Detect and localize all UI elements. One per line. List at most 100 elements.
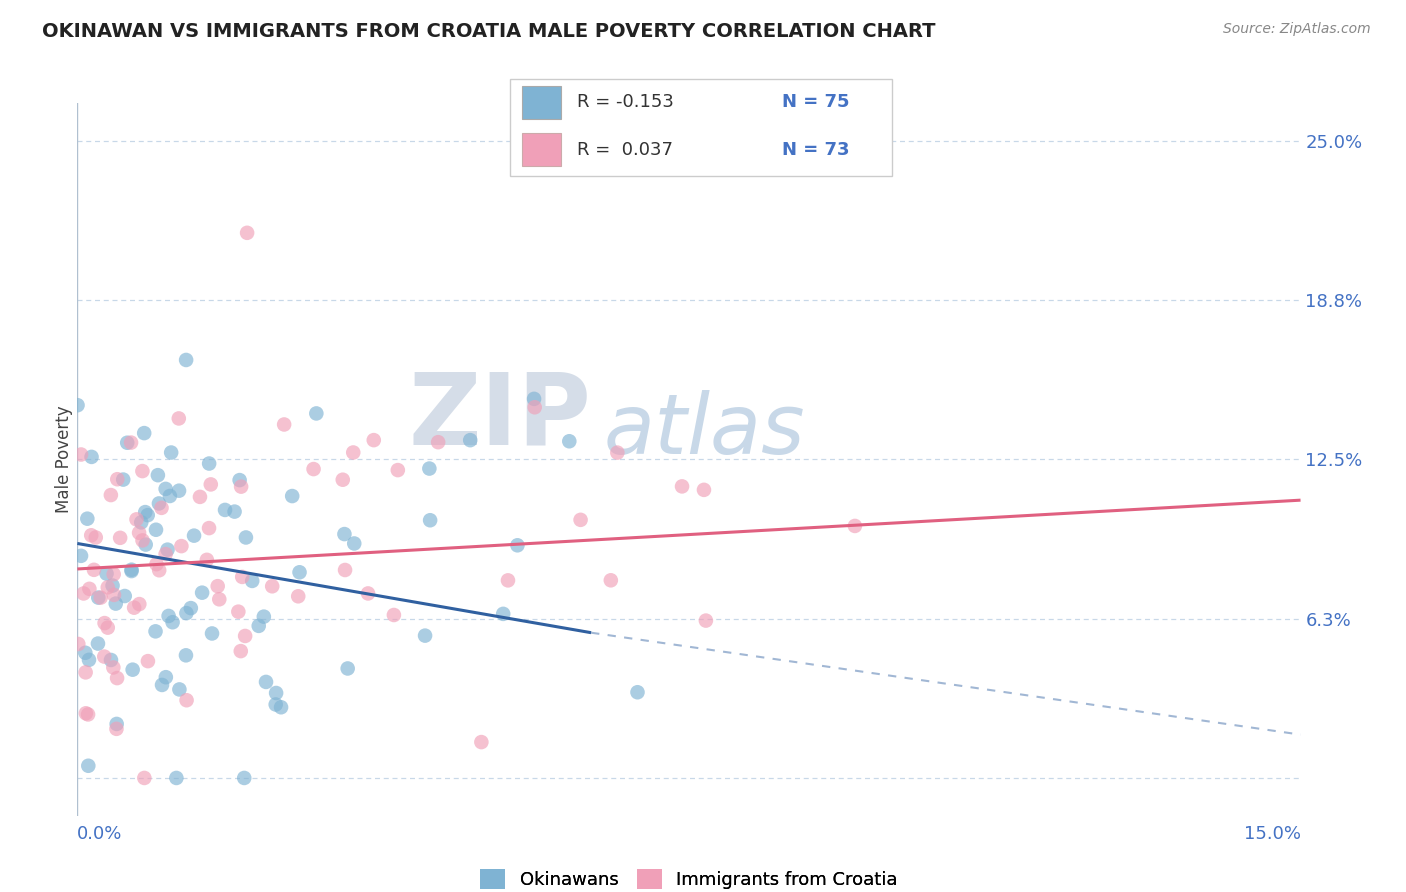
- Point: [228, 605, 250, 619]
- Point: [170, 539, 193, 553]
- Point: [128, 597, 150, 611]
- Point: [160, 445, 183, 459]
- Point: [96, 566, 118, 581]
- Point: [287, 589, 309, 603]
- Point: [75, 706, 97, 721]
- Point: [253, 609, 276, 624]
- Point: [363, 433, 385, 447]
- Point: [188, 490, 211, 504]
- Point: [273, 417, 295, 432]
- Point: [229, 644, 252, 658]
- Point: [264, 698, 287, 712]
- Point: [134, 505, 156, 519]
- Point: [134, 426, 156, 441]
- Point: [695, 614, 717, 628]
- Point: [157, 609, 180, 624]
- Point: [200, 477, 222, 491]
- Point: [191, 585, 214, 599]
- Point: [492, 607, 515, 621]
- Point: [336, 661, 359, 675]
- Point: [97, 621, 120, 635]
- Point: [150, 500, 173, 515]
- Point: [87, 636, 110, 650]
- Point: [174, 353, 197, 368]
- Point: [121, 663, 143, 677]
- Point: [288, 566, 311, 580]
- Point: [427, 435, 450, 450]
- Point: [523, 392, 546, 406]
- Point: [240, 574, 263, 588]
- Point: [70, 549, 93, 563]
- Point: [90, 591, 112, 605]
- Point: [103, 588, 125, 602]
- Point: [93, 616, 115, 631]
- Point: [155, 547, 177, 561]
- Point: [128, 525, 150, 540]
- Point: [145, 557, 167, 571]
- Point: [135, 538, 157, 552]
- Point: [387, 463, 409, 477]
- Point: [93, 649, 115, 664]
- Point: [231, 570, 253, 584]
- Point: [72, 586, 94, 600]
- Point: [83, 563, 105, 577]
- Point: [103, 567, 125, 582]
- Text: N = 75: N = 75: [782, 94, 849, 112]
- Point: [79, 582, 101, 596]
- FancyBboxPatch shape: [510, 78, 891, 177]
- Point: [101, 578, 124, 592]
- Point: [70, 448, 93, 462]
- Point: [105, 472, 128, 486]
- Point: [558, 434, 581, 449]
- Point: [159, 489, 181, 503]
- Point: [233, 629, 256, 643]
- Point: [108, 531, 131, 545]
- Point: [125, 512, 148, 526]
- Point: [281, 489, 304, 503]
- Point: [198, 521, 221, 535]
- Point: [156, 542, 179, 557]
- Point: [120, 435, 142, 450]
- Point: [671, 479, 693, 493]
- Point: [165, 771, 187, 785]
- Point: [236, 226, 259, 240]
- Point: [470, 735, 492, 749]
- Point: [75, 665, 97, 680]
- Point: [235, 531, 257, 545]
- Point: [254, 674, 277, 689]
- Point: [523, 401, 546, 415]
- Point: [264, 686, 287, 700]
- Point: [131, 533, 153, 548]
- Point: [115, 435, 138, 450]
- Point: [419, 513, 441, 527]
- Point: [332, 473, 354, 487]
- Point: [208, 592, 231, 607]
- Point: [180, 601, 202, 615]
- Point: [174, 648, 197, 663]
- Point: [162, 615, 184, 630]
- Point: [382, 607, 405, 622]
- Text: 15.0%: 15.0%: [1243, 825, 1301, 843]
- Text: 0.0%: 0.0%: [77, 825, 122, 843]
- Point: [333, 563, 356, 577]
- Point: [77, 707, 100, 722]
- Point: [233, 771, 256, 785]
- Point: [105, 722, 128, 736]
- Point: [569, 513, 592, 527]
- Point: [148, 563, 170, 577]
- Point: [146, 468, 169, 483]
- Point: [626, 685, 648, 699]
- Text: R =  0.037: R = 0.037: [576, 141, 673, 159]
- Point: [214, 503, 236, 517]
- Point: [145, 624, 167, 639]
- Point: [103, 660, 125, 674]
- Point: [105, 717, 128, 731]
- Point: [247, 619, 270, 633]
- Point: [506, 538, 529, 552]
- Point: [606, 445, 628, 459]
- FancyBboxPatch shape: [522, 87, 561, 119]
- Point: [121, 564, 143, 578]
- Text: atlas: atlas: [603, 391, 806, 471]
- Y-axis label: Male Poverty: Male Poverty: [55, 406, 73, 513]
- Point: [357, 586, 380, 600]
